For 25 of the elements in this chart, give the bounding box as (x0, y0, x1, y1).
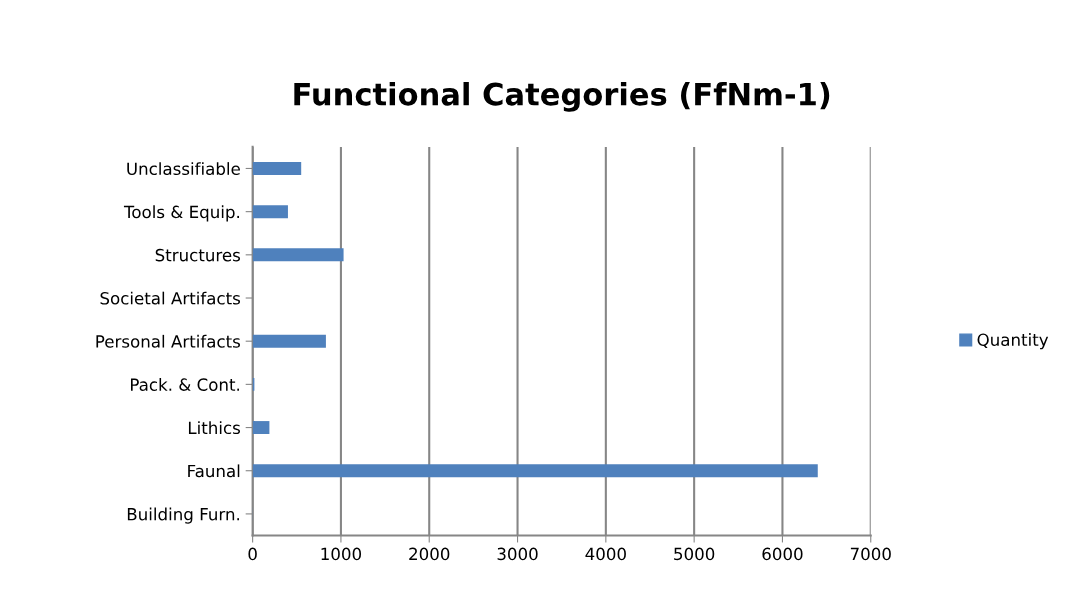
x-tick-label: 2000 (409, 547, 450, 561)
y-tick-label: Societal Artifacts (100, 291, 241, 305)
legend-label: Quantity (977, 333, 1049, 350)
x-tick-label: 1000 (321, 547, 362, 561)
y-tick-label: Personal Artifacts (96, 334, 241, 348)
bar (252, 248, 344, 262)
y-tick-label: Faunal (188, 464, 240, 478)
x-tick-label: 0 (248, 547, 257, 561)
y-tick-label: Unclassifiable (127, 162, 240, 176)
x-tick-label: 3000 (497, 547, 538, 561)
y-tick-label: Building Furn. (127, 507, 240, 524)
chart-title: Functional Categories (FfNm-1) (294, 82, 830, 112)
bar (252, 205, 288, 219)
x-tick-label: 6000 (762, 547, 803, 561)
y-tick-label: Pack. & Cont. (131, 378, 240, 391)
x-tick-label: 4000 (585, 547, 626, 561)
bar (252, 334, 326, 348)
bar (252, 161, 302, 175)
y-tick-label: Structures (155, 248, 241, 262)
bar (252, 421, 270, 435)
bar (252, 464, 818, 478)
x-tick-label: 5000 (674, 547, 715, 561)
y-tick-label: Lithics (188, 421, 241, 435)
x-tick-label: 7000 (850, 547, 891, 561)
y-tick-label: Tools & Equip. (123, 205, 240, 222)
